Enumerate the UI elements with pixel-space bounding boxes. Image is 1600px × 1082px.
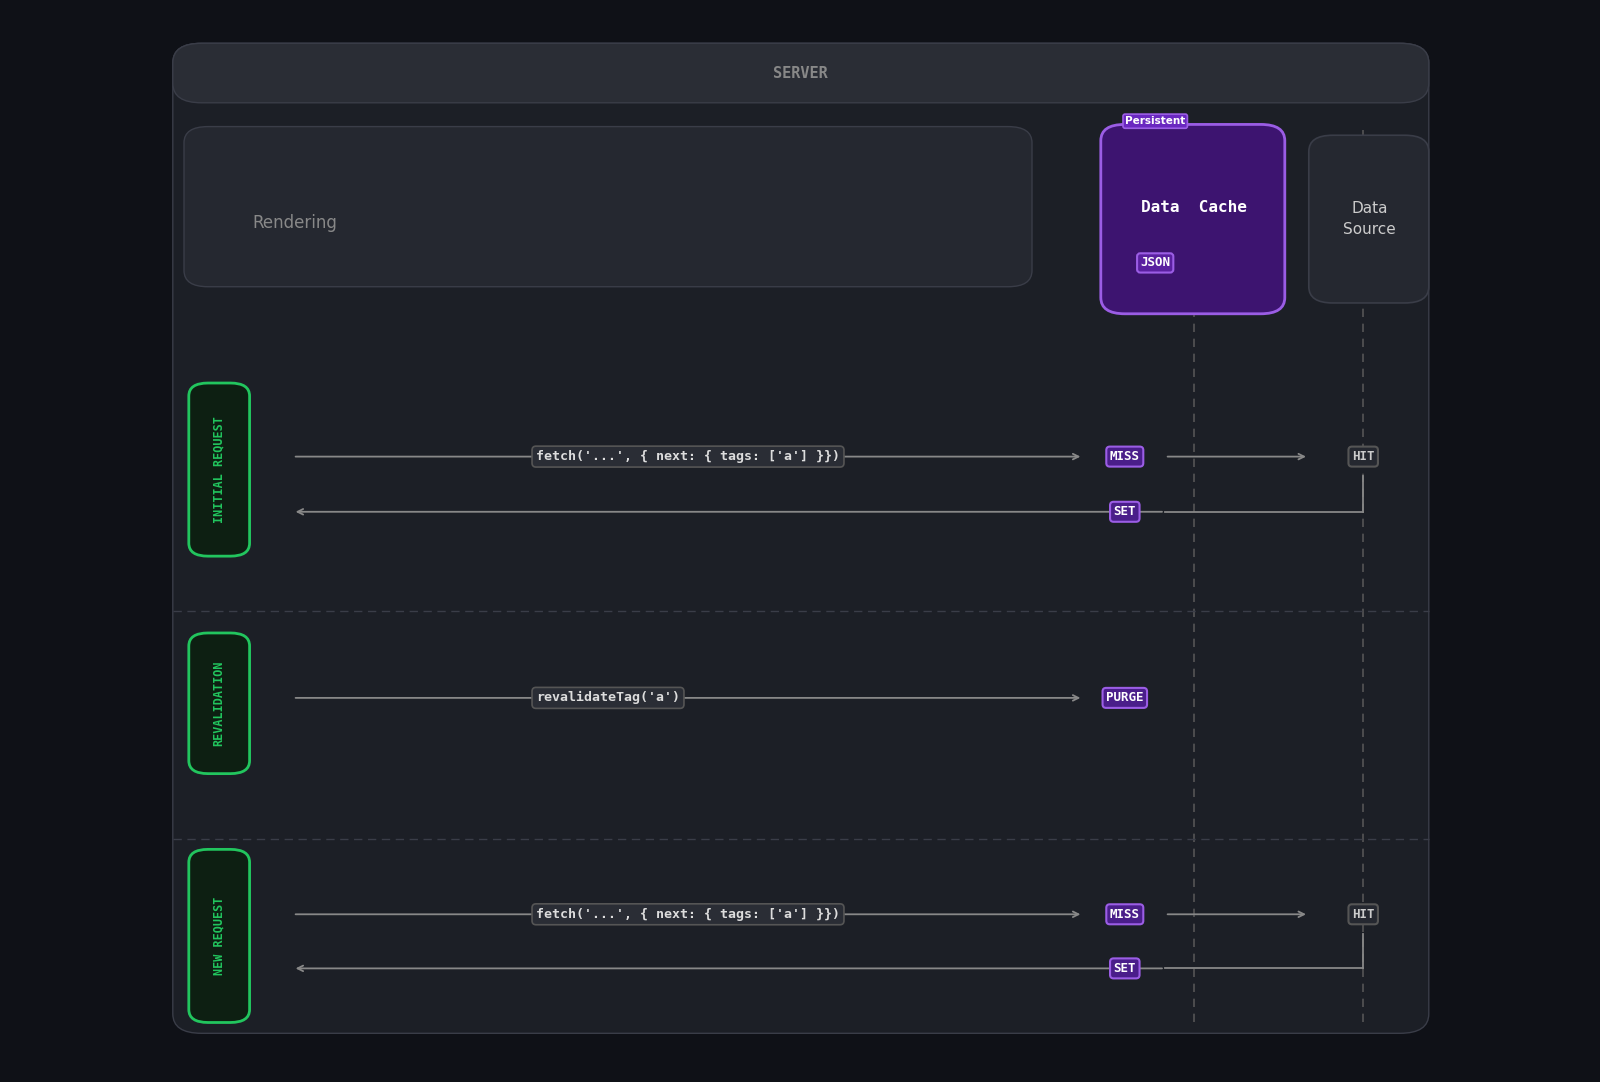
Text: HIT: HIT [1352, 908, 1374, 921]
Text: INITIAL REQUEST: INITIAL REQUEST [213, 417, 226, 523]
FancyBboxPatch shape [173, 43, 1429, 103]
FancyBboxPatch shape [189, 383, 250, 556]
Text: JSON: JSON [1141, 256, 1170, 269]
Text: MISS: MISS [1110, 450, 1139, 463]
Text: fetch('...', { next: { tags: ['a'] }}): fetch('...', { next: { tags: ['a'] }}) [536, 908, 840, 921]
Text: SET: SET [1114, 505, 1136, 518]
Text: PURGE: PURGE [1106, 691, 1144, 704]
FancyBboxPatch shape [1309, 135, 1429, 303]
Text: fetch('...', { next: { tags: ['a'] }}): fetch('...', { next: { tags: ['a'] }}) [536, 450, 840, 463]
FancyBboxPatch shape [189, 633, 250, 774]
Text: Data
Source: Data Source [1344, 200, 1395, 237]
Text: REVALIDATION: REVALIDATION [213, 660, 226, 747]
Text: Rendering: Rendering [253, 214, 338, 232]
FancyBboxPatch shape [184, 127, 1032, 287]
Text: Persistent: Persistent [1125, 116, 1186, 127]
Text: HIT: HIT [1352, 450, 1374, 463]
Text: SERVER: SERVER [773, 66, 827, 81]
FancyBboxPatch shape [189, 849, 250, 1022]
Text: MISS: MISS [1110, 908, 1139, 921]
Text: revalidateTag('a'): revalidateTag('a') [536, 691, 680, 704]
FancyBboxPatch shape [1101, 124, 1285, 314]
FancyBboxPatch shape [173, 43, 1429, 1033]
Text: Data  Cache: Data Cache [1141, 200, 1246, 215]
Text: SET: SET [1114, 962, 1136, 975]
Text: NEW REQUEST: NEW REQUEST [213, 897, 226, 975]
